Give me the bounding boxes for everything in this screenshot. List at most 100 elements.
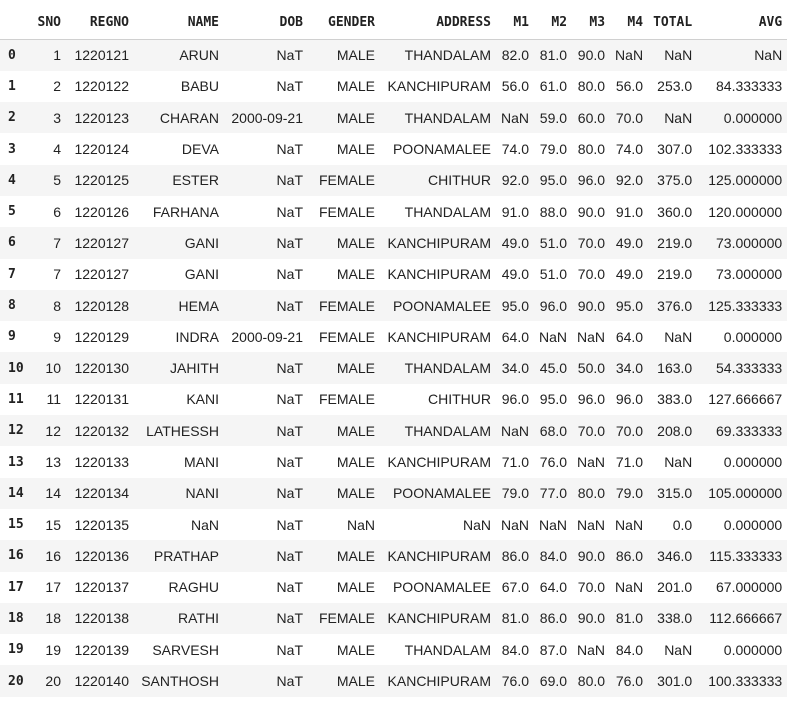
table-body: 0 1 1220121 ARUN NaT MALE THANDALAM 82.0 81.0 90.… [0,39,788,697]
table-row: 14 14 1220134 NANI NaT MALE POONAMALEE 79.0 77.0… [0,477,788,509]
cell-m3: 80.0 [577,673,606,690]
cell-m1: 96.0 [501,391,530,408]
cell-m1: 76.0 [501,673,530,690]
table-row: 0 1 1220121 ARUN NaT MALE THANDALAM 82.0 81.0 90.… [0,39,788,71]
table-row: 2 3 1220123 CHARAN 2000-09-21 MALE THANDALAM Na… [0,102,788,134]
cell-m3: NaN [577,641,606,658]
cell-avg: 54.333333 [716,360,783,377]
cell-sno: 19 [45,641,61,658]
table-row: 3 4 1220124 DEVA NaT MALE POONAMALEE 74.0 79.0 80… [0,133,787,164]
cell-m3: 96.0 [577,172,606,189]
cell-m3: 60.0 [577,109,606,126]
cell-regno: 1220138 [74,610,129,627]
header-row: SNO REGNO NAME DOB GENDER ADDRESS M1 M2 M3 M4 TOTA… [0,6,788,40]
cell-m3: NaN [577,328,606,345]
cell-gender: MALE [336,641,375,658]
cell-regno: 1220125 [74,172,129,189]
cell-avg: 73.000000 [716,266,783,283]
cell-m4: 49.0 [615,266,644,283]
cell-regno: 1220124 [74,141,129,158]
column-header-m1: M1 [496,6,535,40]
cell-m3: 50.0 [577,360,606,377]
column-header-m2: M2 [534,6,573,40]
table-row: 13 13 1220133 MANI NaT MALE KANCHIPURAM 71.0 76.… [0,446,787,477]
cell-m2: 81.0 [539,47,568,64]
cell-m4: 34.0 [615,360,644,377]
cell-avg: 115.333333 [709,547,783,564]
cell-avg: 73.000000 [716,234,783,251]
cell-sno: 4 [53,141,61,158]
column-header-regno: REGNO [66,6,134,40]
cell-regno: 1220137 [74,579,129,596]
cell-address: POONAMALEE [392,485,491,502]
cell-regno: 1220132 [74,422,129,439]
row-index: 4 [8,172,16,188]
cell-total: NaN [664,109,693,126]
cell-name: BABU [180,78,219,95]
cell-avg: 120.000000 [708,203,783,220]
cell-regno: 1220121 [74,47,129,64]
cell-m3: 90.0 [577,547,606,564]
cell-address: POONAMALEE [392,579,491,596]
cell-gender: MALE [336,234,375,251]
cell-dob: NaT [276,422,303,439]
cell-m4: 70.0 [615,109,644,126]
cell-sno: 5 [53,172,61,189]
cell-name: RATHI [178,610,219,627]
cell-m3: 80.0 [577,78,606,95]
column-header-dob: DOB [224,6,308,40]
cell-m1: NaN [501,422,530,439]
cell-gender: FEMALE [318,328,375,345]
cell-m4: 79.0 [615,485,644,502]
cell-m1: 84.0 [501,641,530,658]
cell-m1: 64.0 [501,328,530,345]
cell-avg: 127.666667 [708,391,783,408]
cell-total: 383.0 [657,391,693,408]
column-header-m3: M3 [572,6,611,40]
table-row: 1 2 1220122 BABU NaT MALE KANCHIPURAM 56.0 61.0 8… [0,71,787,102]
table-row: 6 7 1220127 GANI NaT MALE KANCHIPURAM 49.0 51.0 7… [0,227,788,259]
cell-sno: 8 [53,297,61,314]
cell-m4: 56.0 [615,78,644,95]
cell-m2: 77.0 [539,485,568,502]
row-index: 9 [8,329,16,345]
cell-regno: 1220139 [74,641,129,658]
cell-total: 208.0 [657,422,693,439]
table-row: 18 18 1220138 RATHI NaT FEMALE KANCHIPURAM 81.0… [0,602,788,635]
cell-m2: 96.0 [539,297,568,314]
row-index: 3 [8,141,16,157]
row-index: 1 [8,78,16,94]
cell-m2: 59.0 [539,109,568,126]
cell-regno: 1220123 [74,109,129,126]
cell-gender: FEMALE [318,297,375,314]
cell-sno: 12 [45,422,61,439]
cell-address: KANCHIPURAM [387,78,491,95]
cell-m2: 69.0 [539,673,568,690]
cell-sno: 11 [46,391,61,408]
cell-address: THANDALAM [404,360,491,377]
table-row: 8 8 1220128 HEMA NaT FEMALE POONAMALEE 95.0 96.0… [0,289,788,322]
cell-total: 0.0 [672,516,693,533]
table-header: SNO REGNO NAME DOB GENDER ADDRESS M1 M2 M3 M4 TOTA… [0,6,788,40]
cell-regno: 1220126 [74,203,129,220]
cell-m2: 45.0 [539,360,568,377]
cell-regno: 1220131 [74,391,129,408]
column-header-sno: SNO [30,6,66,40]
cell-gender: MALE [336,485,375,502]
cell-gender: FEMALE [318,610,375,627]
cell-avg: 69.333333 [716,422,783,439]
cell-m1: NaN [501,516,530,533]
table-row: 5 6 1220126 FARHANA NaT FEMALE THANDALAM 91.0 88… [0,196,787,227]
table-row: 4 5 1220125 ESTER NaT FEMALE CHITHUR 92.0 95.0 96… [0,164,788,196]
cell-sno: 18 [45,610,61,627]
cell-avg: 0.000000 [723,516,783,533]
cell-sno: 1 [53,47,61,64]
row-index: 20 [8,673,24,689]
table-row: 17 17 1220137 RAGHU NaT MALE POONAMALEE 67.0 64.… [0,572,787,603]
cell-name: HEMA [178,297,219,314]
column-header-gender: GENDER [308,6,380,40]
cell-gender: MALE [336,78,375,95]
cell-total: 201.0 [657,579,693,596]
cell-name: GANI [184,266,219,283]
table-row: 15 15 1220135 NaN NaT NaN NaN NaN NaN NaN NaN 0.0 0.… [0,509,787,540]
